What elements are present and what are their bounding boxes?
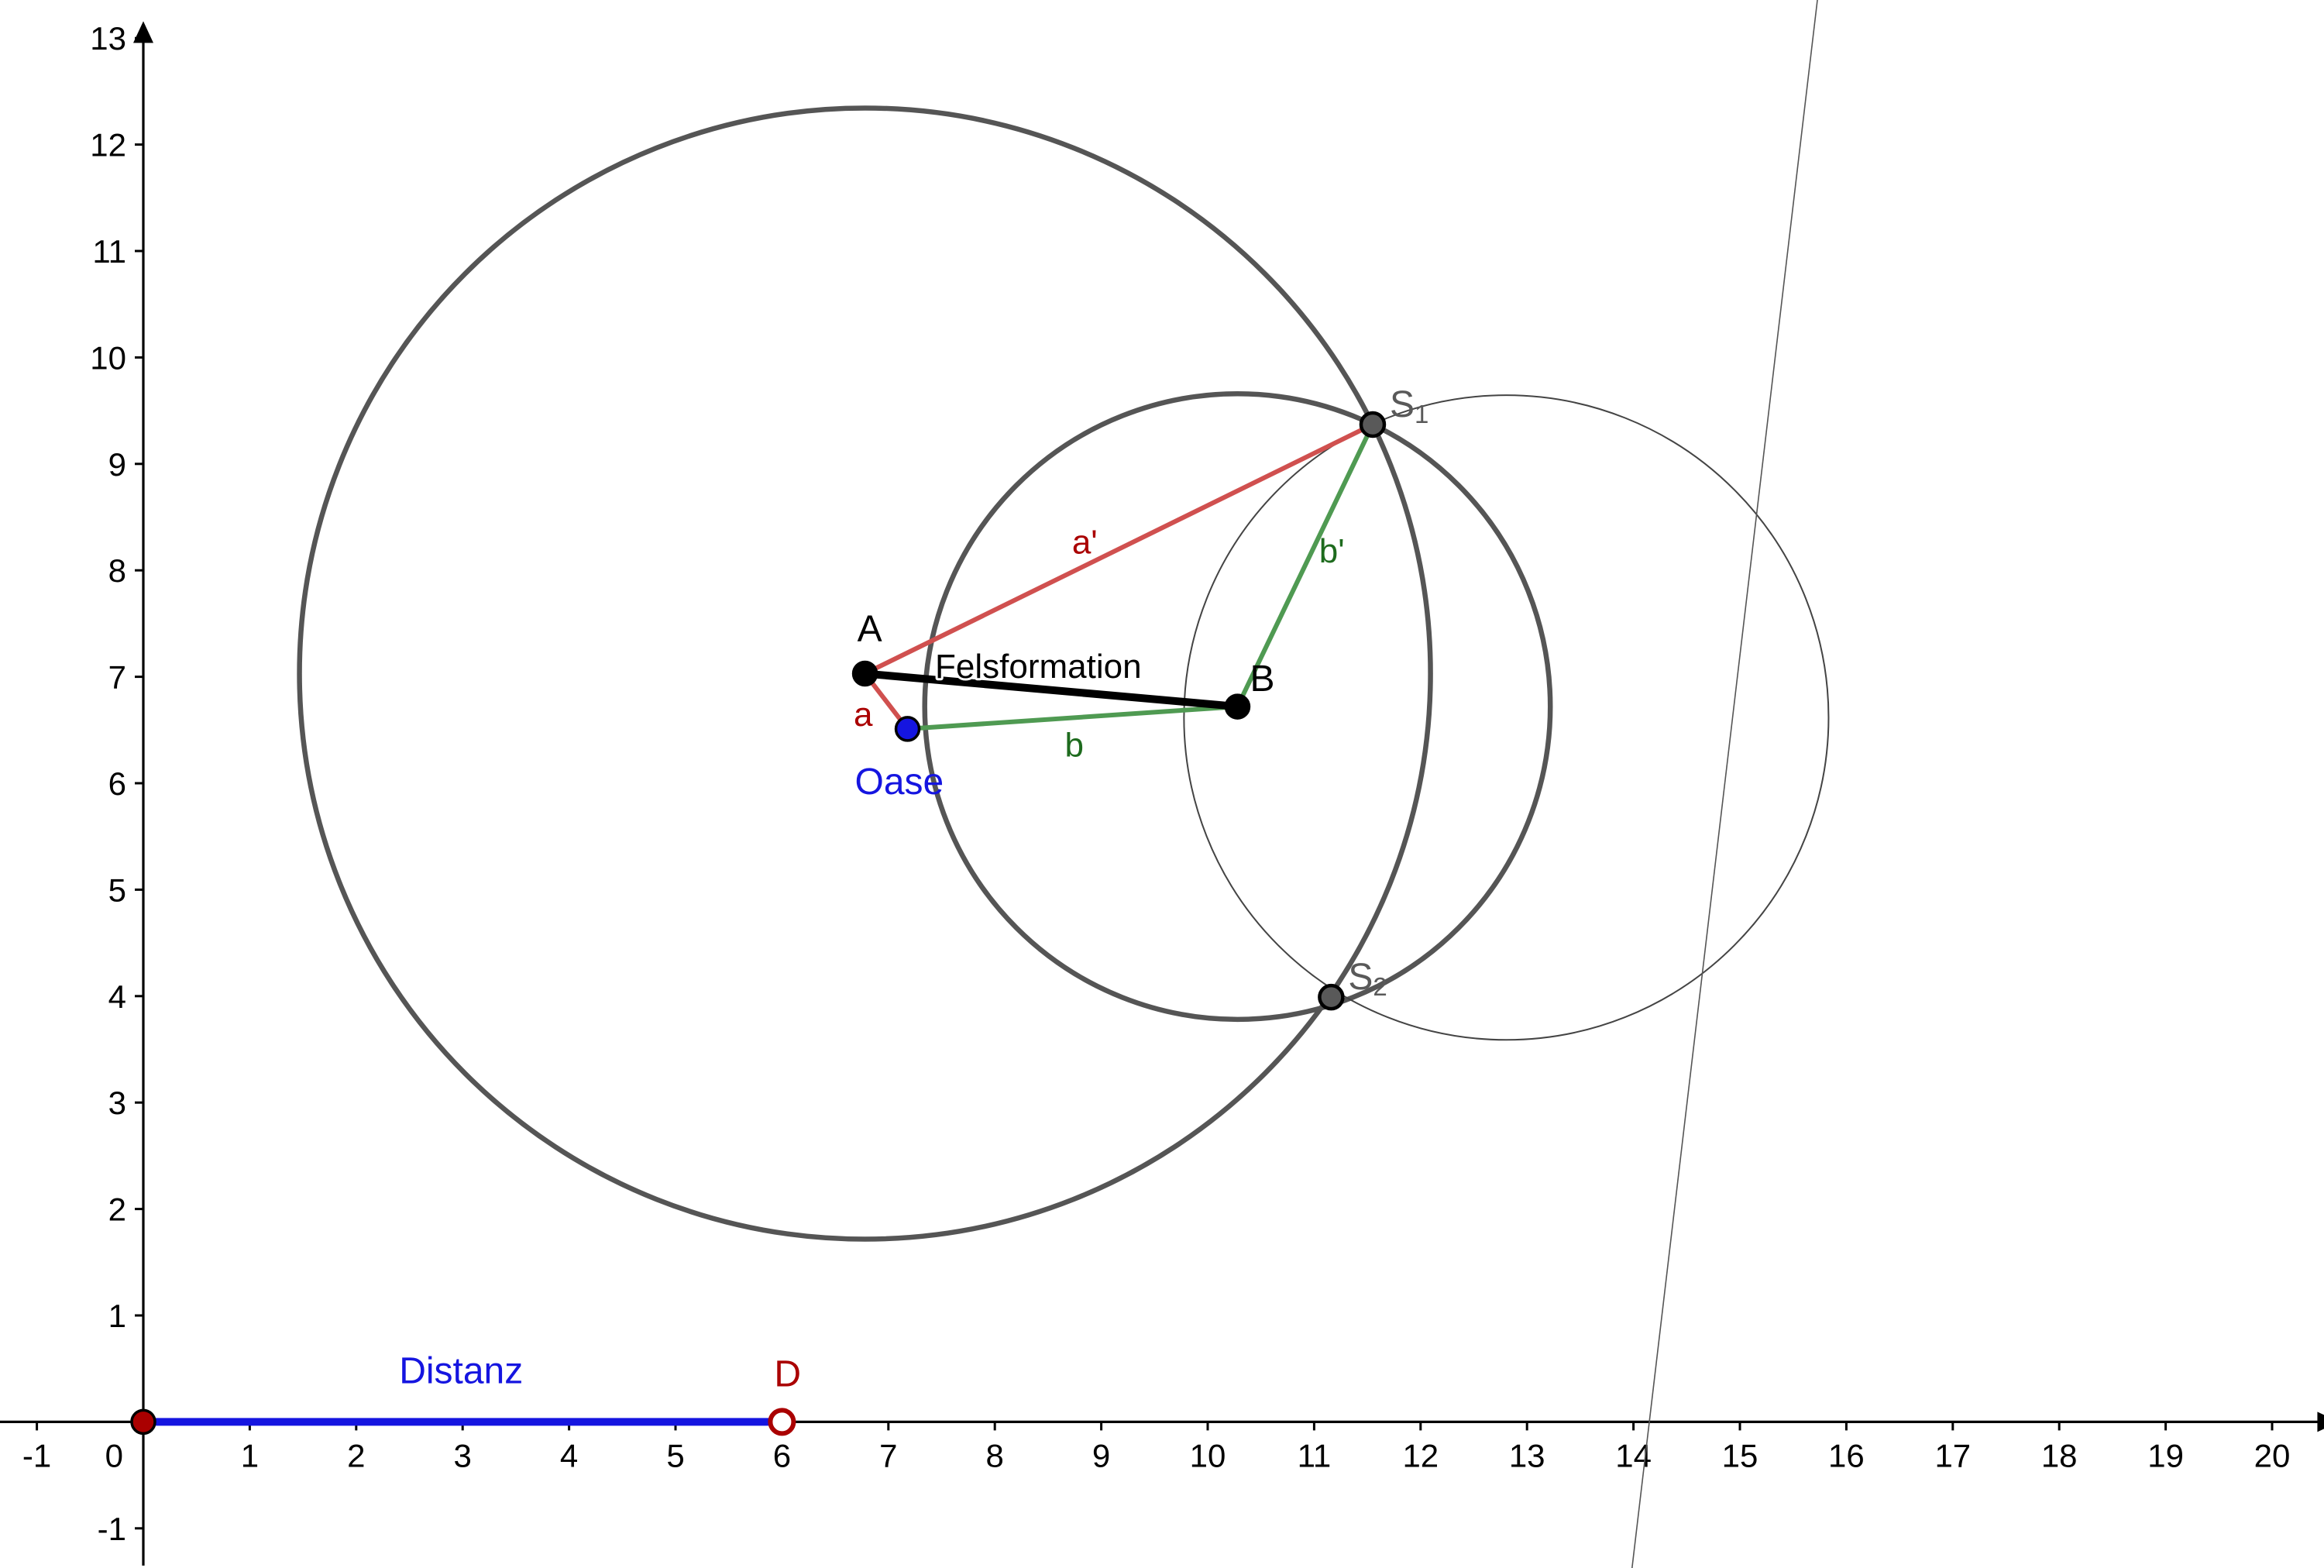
svg-text:11: 11 xyxy=(1298,1437,1332,1473)
svg-text:-1: -1 xyxy=(98,1511,126,1547)
svg-text:0: 0 xyxy=(105,1437,123,1473)
svg-text:S1: S1 xyxy=(1390,384,1428,428)
svg-text:B: B xyxy=(1250,658,1274,700)
svg-text:Felsformation: Felsformation xyxy=(935,648,1142,686)
svg-text:6: 6 xyxy=(773,1437,791,1473)
svg-text:b: b xyxy=(1065,727,1084,765)
svg-text:2: 2 xyxy=(108,1191,126,1228)
svg-text:7: 7 xyxy=(108,659,126,696)
svg-text:1: 1 xyxy=(241,1437,259,1473)
svg-text:14: 14 xyxy=(1615,1437,1652,1473)
svg-text:1: 1 xyxy=(108,1298,126,1334)
svg-text:13: 13 xyxy=(1509,1437,1545,1473)
svg-text:17: 17 xyxy=(1934,1437,1971,1473)
svg-text:10: 10 xyxy=(90,339,126,376)
svg-text:Oase: Oase xyxy=(855,762,944,803)
svg-text:16: 16 xyxy=(1828,1437,1865,1473)
svg-text:-1: -1 xyxy=(22,1437,51,1473)
svg-text:5: 5 xyxy=(108,872,126,908)
svg-text:12: 12 xyxy=(1402,1437,1439,1473)
svg-text:a: a xyxy=(854,696,873,734)
svg-text:3: 3 xyxy=(454,1437,472,1473)
svg-text:7: 7 xyxy=(879,1437,897,1473)
svg-text:10: 10 xyxy=(1190,1437,1226,1473)
svg-text:20: 20 xyxy=(2254,1437,2291,1473)
svg-text:4: 4 xyxy=(108,978,126,1015)
svg-text:9: 9 xyxy=(1092,1437,1110,1473)
svg-text:8: 8 xyxy=(986,1437,1004,1473)
svg-text:S2: S2 xyxy=(1348,957,1387,1001)
svg-text:19: 19 xyxy=(2147,1437,2184,1473)
svg-text:4: 4 xyxy=(560,1437,578,1473)
svg-text:12: 12 xyxy=(90,127,126,163)
svg-text:2: 2 xyxy=(347,1437,365,1473)
svg-text:3: 3 xyxy=(108,1085,126,1121)
svg-text:b': b' xyxy=(1319,532,1345,570)
svg-text:a': a' xyxy=(1072,523,1098,561)
svg-text:D: D xyxy=(774,1353,801,1394)
svg-text:11: 11 xyxy=(92,233,126,270)
svg-text:A: A xyxy=(858,608,882,649)
svg-text:18: 18 xyxy=(2041,1437,2078,1473)
svg-text:6: 6 xyxy=(108,765,126,802)
svg-text:8: 8 xyxy=(108,552,126,589)
svg-text:9: 9 xyxy=(108,446,126,483)
svg-text:13: 13 xyxy=(90,20,126,57)
svg-text:Distanz: Distanz xyxy=(399,1350,523,1391)
svg-text:5: 5 xyxy=(666,1437,684,1473)
svg-text:15: 15 xyxy=(1722,1437,1758,1473)
